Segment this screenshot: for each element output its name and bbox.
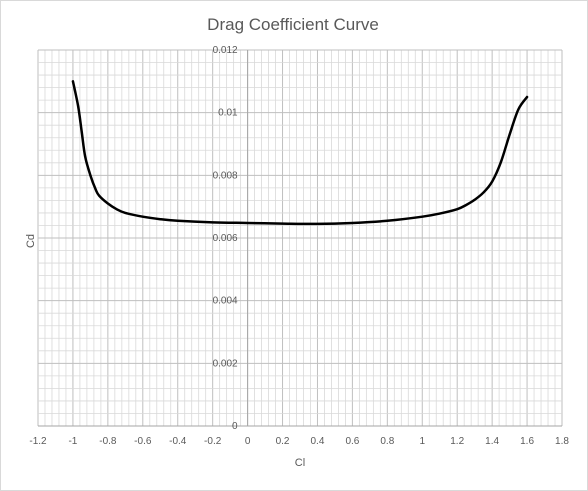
x-tick-label: 1.2 — [450, 436, 464, 447]
y-tick-label: 0.002 — [213, 358, 238, 369]
x-tick-label: 0.8 — [380, 436, 394, 447]
x-tick-label: -0.8 — [99, 436, 117, 447]
x-tick-label: 1.4 — [485, 436, 499, 447]
y-tick-label: 0.01 — [218, 108, 238, 119]
series-layer — [71, 80, 529, 226]
y-tick-label: 0.004 — [213, 296, 238, 307]
x-tick-label: 1 — [419, 436, 425, 447]
x-tick-label: 0.4 — [311, 436, 325, 447]
x-axis-label: Cl — [295, 457, 305, 469]
x-tick-label: 1.6 — [520, 436, 534, 447]
y-tick-label: 0.012 — [213, 45, 238, 56]
chart-title: Drag Coefficient Curve — [207, 15, 379, 34]
y-tick-label: 0.008 — [213, 170, 238, 181]
x-tick-label: 0 — [245, 436, 251, 447]
x-tick-label: 0.2 — [276, 436, 290, 447]
x-tick-label: 0.6 — [345, 436, 359, 447]
x-tick-label: -1 — [68, 436, 77, 447]
y-tick-label: 0.006 — [213, 233, 238, 244]
series-line — [71, 80, 529, 226]
axes — [38, 50, 562, 427]
x-tick-label: -0.6 — [134, 436, 152, 447]
tick-labels: -1.2 -1 -0.8 -0.6 -0.4 -0.2 0 0.2 0.4 0.6 0.8 1 1.2 1… — [29, 45, 569, 447]
x-tick-label: 1.8 — [555, 436, 569, 447]
x-tick-label: -0.4 — [169, 436, 187, 447]
y-tick-label: 0 — [232, 421, 238, 432]
x-tick-label: -0.2 — [204, 436, 222, 447]
y-axis-label: Cd — [25, 234, 37, 248]
gridlines — [37, 49, 563, 427]
x-tick-label: -1.2 — [29, 436, 47, 447]
